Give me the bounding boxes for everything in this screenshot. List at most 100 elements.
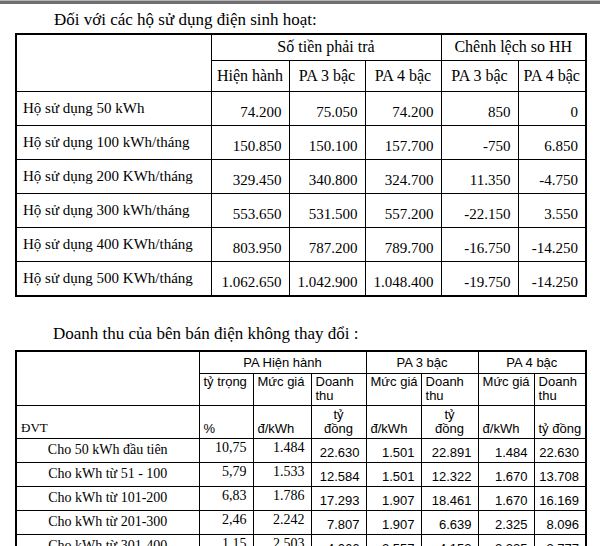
row-label: Cho kWh từ 201-300 bbox=[16, 510, 199, 534]
households-table-header: Số tiền phải trả Chênh lệch so HH Hiện h… bbox=[16, 34, 586, 91]
column-header: tỷ trọng bbox=[199, 373, 253, 405]
value-cell: 1.907 bbox=[366, 510, 421, 534]
revenue-table: PA Hiện hành PA 3 bậc PA 4 bậc tỷ trọng … bbox=[15, 350, 587, 546]
value-cell: 4.153 bbox=[421, 534, 478, 546]
revenue-section-title: Doanh thu của bên bán điện không thay đổ… bbox=[53, 324, 600, 344]
table-row: Hộ sử dụng 200 KWh/tháng329.450340.80032… bbox=[16, 159, 586, 193]
value-cell: 1.907 bbox=[366, 486, 421, 510]
value-cell: 18.461 bbox=[421, 486, 478, 510]
column-group-amount: Số tiền phải trả bbox=[211, 34, 441, 60]
table-row: Cho kWh từ 101-2006,831.78617.2931.90718… bbox=[16, 486, 586, 510]
row-label: Hộ sử dụng 500 KWh/tháng bbox=[16, 261, 211, 296]
households-table: Số tiền phải trả Chênh lệch so HH Hiện h… bbox=[15, 33, 587, 297]
row-label: Hộ sử dụng 50 kWh bbox=[16, 91, 211, 125]
value-cell: 3.550 bbox=[518, 193, 586, 227]
value-cell: 6.850 bbox=[518, 125, 586, 159]
column-header: Mức giá bbox=[366, 373, 421, 405]
column-header: Doanh thu bbox=[311, 373, 366, 405]
value-cell: -16.750 bbox=[441, 227, 518, 261]
unit-label-cell: ĐVT bbox=[16, 405, 199, 438]
column-group-pa3: PA 3 bậc bbox=[366, 351, 478, 374]
row-label: Hộ sử dụng 400 KWh/tháng bbox=[16, 227, 211, 261]
value-cell: 1.533 bbox=[253, 462, 311, 486]
table-row: Hộ sử dụng 300 kWh/tháng553.650531.50055… bbox=[16, 193, 586, 227]
column-header: Doanh thu bbox=[421, 373, 478, 405]
column-header: Hiện hành bbox=[211, 60, 289, 91]
value-cell: 11.350 bbox=[441, 159, 518, 193]
row-label: Cho kWh từ 51 - 100 bbox=[16, 462, 199, 486]
value-cell: 803.950 bbox=[211, 227, 289, 261]
value-cell: 787.200 bbox=[289, 227, 365, 261]
row-label: Cho kWh từ 101-200 bbox=[16, 486, 199, 510]
table-row: Cho kWh từ 301-4001,152.5034.0662.5574.1… bbox=[16, 534, 586, 546]
value-cell: 340.800 bbox=[289, 159, 365, 193]
value-cell: -14.250 bbox=[518, 261, 586, 296]
households-section-title: Đối với các hộ sử dụng điện sinh hoạt: bbox=[54, 10, 600, 30]
value-cell: 2.503 bbox=[253, 534, 311, 546]
column-header: PA 4 bậc bbox=[518, 60, 586, 91]
value-cell: 12.584 bbox=[311, 462, 366, 486]
column-header: Mức giá bbox=[478, 373, 534, 405]
value-cell: 22.891 bbox=[421, 438, 478, 462]
value-cell: 6.639 bbox=[421, 510, 478, 534]
unit-header: đ/kWh bbox=[253, 405, 311, 438]
value-cell: 329.450 bbox=[211, 159, 289, 193]
value-cell: 74.200 bbox=[365, 91, 441, 125]
value-cell: 2.325 bbox=[478, 534, 534, 546]
column-header: Doanh thu bbox=[534, 373, 586, 405]
value-cell: 1.484 bbox=[253, 438, 311, 462]
value-cell: 553.650 bbox=[211, 193, 289, 227]
value-cell: 1.048.400 bbox=[365, 261, 441, 296]
value-cell: 12.322 bbox=[421, 462, 478, 486]
table-row: Hộ sử dụng 500 KWh/tháng1.062.6501.042.9… bbox=[16, 261, 586, 296]
value-cell: 1.062.650 bbox=[211, 261, 289, 296]
value-cell: 16.169 bbox=[534, 486, 586, 510]
value-cell: 6,83 bbox=[199, 486, 253, 510]
column-header: PA 4 bậc bbox=[365, 60, 441, 91]
value-cell: 5,79 bbox=[199, 462, 253, 486]
value-cell: 22.630 bbox=[311, 438, 366, 462]
unit-header: tỷ đồng bbox=[534, 405, 586, 438]
table-row: Cho kWh từ 201-3002,462.2427.8071.9076.6… bbox=[16, 510, 586, 534]
unit-header: tỷ đồng bbox=[311, 405, 366, 438]
value-cell: 7.807 bbox=[311, 510, 366, 534]
column-header: PA 3 bậc bbox=[441, 60, 518, 91]
value-cell: -750 bbox=[441, 125, 518, 159]
value-cell: 3.777 bbox=[534, 534, 586, 546]
value-cell: 2,46 bbox=[199, 510, 253, 534]
column-group-difference: Chênh lệch so HH bbox=[441, 34, 586, 60]
table-row: Cho 50 kWh đầu tiên10,751.48422.6301.501… bbox=[16, 438, 586, 462]
value-cell: 531.500 bbox=[289, 193, 365, 227]
corner-cell bbox=[16, 351, 199, 406]
value-cell: 1.670 bbox=[478, 486, 534, 510]
households-table-body: Hộ sử dụng 50 kWh74.20075.05074.2008500H… bbox=[16, 91, 586, 296]
unit-header: đ/kWh bbox=[478, 405, 534, 438]
value-cell: -19.750 bbox=[441, 261, 518, 296]
column-group-pa4: PA 4 bậc bbox=[478, 351, 586, 374]
value-cell: 2.242 bbox=[253, 510, 311, 534]
value-cell: 74.200 bbox=[211, 91, 289, 125]
table-row: Hộ sử dụng 400 KWh/tháng803.950787.20078… bbox=[16, 227, 586, 261]
value-cell: 557.200 bbox=[365, 193, 441, 227]
value-cell: 1,15 bbox=[199, 534, 253, 546]
value-cell: 157.700 bbox=[365, 125, 441, 159]
revenue-table-header: PA Hiện hành PA 3 bậc PA 4 bậc tỷ trọng … bbox=[16, 351, 586, 439]
header-group-row: PA Hiện hành PA 3 bậc PA 4 bậc bbox=[16, 351, 586, 374]
window-top-edge bbox=[0, 0, 600, 4]
value-cell: 0 bbox=[518, 91, 586, 125]
value-cell: 1.670 bbox=[478, 462, 534, 486]
corner-cell bbox=[16, 34, 211, 91]
value-cell: 850 bbox=[441, 91, 518, 125]
row-label: Cho kWh từ 301-400 bbox=[16, 534, 199, 546]
row-label: Hộ sử dụng 200 KWh/tháng bbox=[16, 159, 211, 193]
column-header: Mức giá bbox=[253, 373, 311, 405]
value-cell: -22.150 bbox=[441, 193, 518, 227]
value-cell: 1.484 bbox=[478, 438, 534, 462]
value-cell: 1.786 bbox=[253, 486, 311, 510]
value-cell: 17.293 bbox=[311, 486, 366, 510]
value-cell: 13.708 bbox=[534, 462, 586, 486]
value-cell: 324.700 bbox=[365, 159, 441, 193]
value-cell: 8.096 bbox=[534, 510, 586, 534]
value-cell: 4.066 bbox=[311, 534, 366, 546]
value-cell: 10,75 bbox=[199, 438, 253, 462]
